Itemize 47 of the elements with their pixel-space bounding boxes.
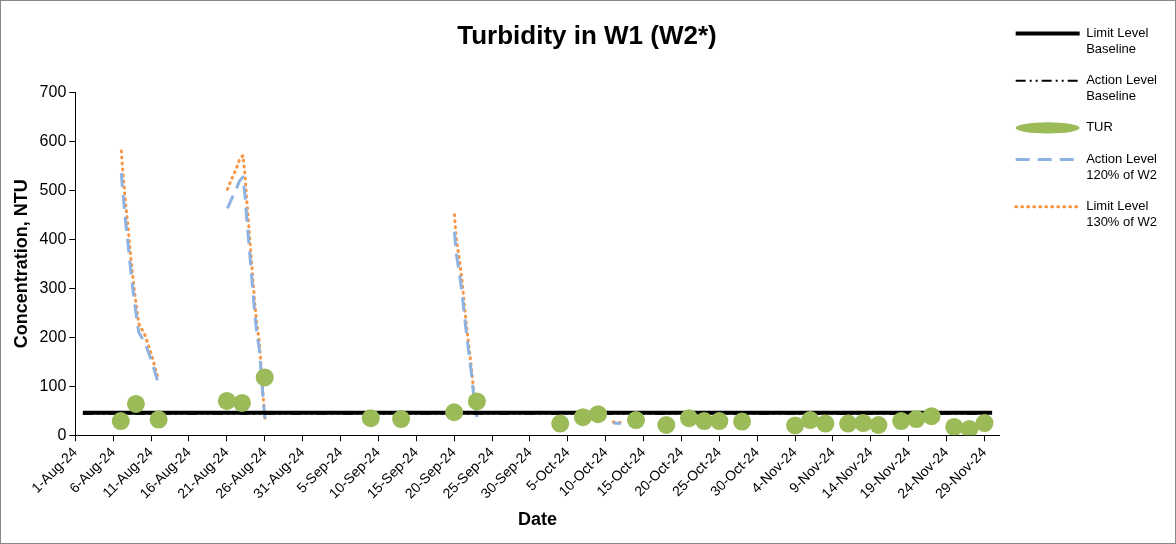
point bbox=[589, 405, 608, 424]
legend-label: Limit Level Baseline bbox=[1086, 25, 1149, 56]
point bbox=[111, 412, 130, 431]
point bbox=[710, 412, 729, 431]
point bbox=[467, 392, 486, 411]
point bbox=[126, 394, 145, 413]
point bbox=[786, 416, 805, 435]
chart-title: Turbidity in W1 (W2*) bbox=[457, 19, 717, 50]
y-tick-label: 100 bbox=[39, 376, 67, 394]
y-tick-label: 700 bbox=[39, 82, 67, 100]
point bbox=[149, 410, 168, 429]
point bbox=[232, 393, 251, 412]
point bbox=[733, 412, 752, 431]
point bbox=[255, 368, 274, 387]
legend-label: Action Level Baseline bbox=[1086, 72, 1158, 103]
point bbox=[680, 409, 699, 428]
point bbox=[975, 414, 994, 433]
point bbox=[816, 414, 835, 433]
legend-label: TUR bbox=[1086, 119, 1113, 135]
point bbox=[960, 419, 979, 436]
point bbox=[573, 408, 592, 427]
y-tick-label: 300 bbox=[39, 278, 67, 296]
y-tick-label: 400 bbox=[39, 229, 67, 247]
y-tick-label: 200 bbox=[39, 327, 67, 345]
legend-label: Limit Level 130% of W2 bbox=[1086, 198, 1158, 229]
point bbox=[922, 407, 941, 426]
point bbox=[945, 417, 964, 436]
point bbox=[839, 414, 858, 433]
x-axis-title: Date bbox=[517, 509, 557, 530]
point bbox=[695, 412, 714, 431]
y-axis-title: Concentration, NTU bbox=[10, 179, 31, 349]
point bbox=[445, 403, 464, 422]
point bbox=[392, 410, 411, 429]
point bbox=[869, 416, 888, 434]
point bbox=[361, 409, 380, 428]
legend-label: Action Level 120% of W2 bbox=[1086, 151, 1158, 182]
point bbox=[217, 391, 236, 410]
point bbox=[801, 411, 820, 430]
y-tick-label: 500 bbox=[39, 180, 67, 198]
y-tick-label: 600 bbox=[39, 131, 67, 149]
point bbox=[892, 412, 911, 431]
point bbox=[657, 416, 676, 434]
point bbox=[626, 411, 645, 430]
point bbox=[551, 414, 570, 433]
y-tick-label: 0 bbox=[57, 425, 67, 443]
point bbox=[854, 414, 873, 433]
point bbox=[907, 410, 926, 429]
